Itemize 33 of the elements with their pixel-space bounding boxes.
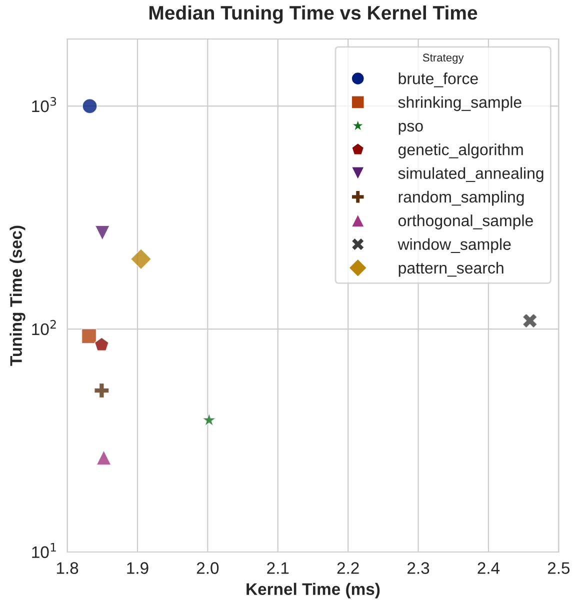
point — [522, 313, 538, 328]
legend-label: window_sample — [398, 238, 511, 254]
x-tick-label: 2.1 — [267, 562, 289, 574]
legend-label: brute_force — [398, 72, 478, 88]
point — [202, 412, 216, 427]
legend-label: genetic_algorithm — [398, 144, 523, 158]
point — [96, 450, 112, 466]
y-tick-label: 10$^{1}$ — [32, 543, 56, 558]
legend-label: shrinking_sample — [398, 96, 522, 112]
legend-label: orthogonal_sample — [398, 214, 533, 230]
x-tick-label: 2.5 — [548, 562, 570, 574]
y-tick-label: 10$^{3}$ — [32, 96, 56, 112]
legend-label: pso — [398, 122, 423, 135]
x-tick-label: 2.0 — [196, 562, 219, 574]
x-tick-label: 2.3 — [408, 562, 430, 574]
legend-title: Strategy — [422, 54, 464, 64]
x-tick-label: 1.9 — [127, 562, 148, 574]
point — [94, 225, 110, 241]
point — [82, 98, 98, 114]
x-tick-label: 1.8 — [56, 562, 78, 574]
y-axis-title: Tuning Time (sec) — [10, 226, 26, 366]
y-tick-label: 10$^{2}$ — [32, 320, 56, 336]
legend-label: random_sampling — [398, 190, 524, 206]
legend-label: pattern_search — [398, 262, 504, 277]
x-tick-label: 2.4 — [478, 562, 500, 574]
point — [81, 328, 97, 344]
x-axis-title: Kernel Time (ms) — [246, 582, 380, 598]
point — [94, 337, 110, 352]
x-tick-label: 2.2 — [337, 562, 359, 574]
point — [130, 248, 152, 270]
point — [94, 382, 110, 398]
chart-title: Median Tuning Time vs Kernel Time — [149, 5, 478, 24]
legend-label: simulated_annealing — [398, 167, 544, 182]
